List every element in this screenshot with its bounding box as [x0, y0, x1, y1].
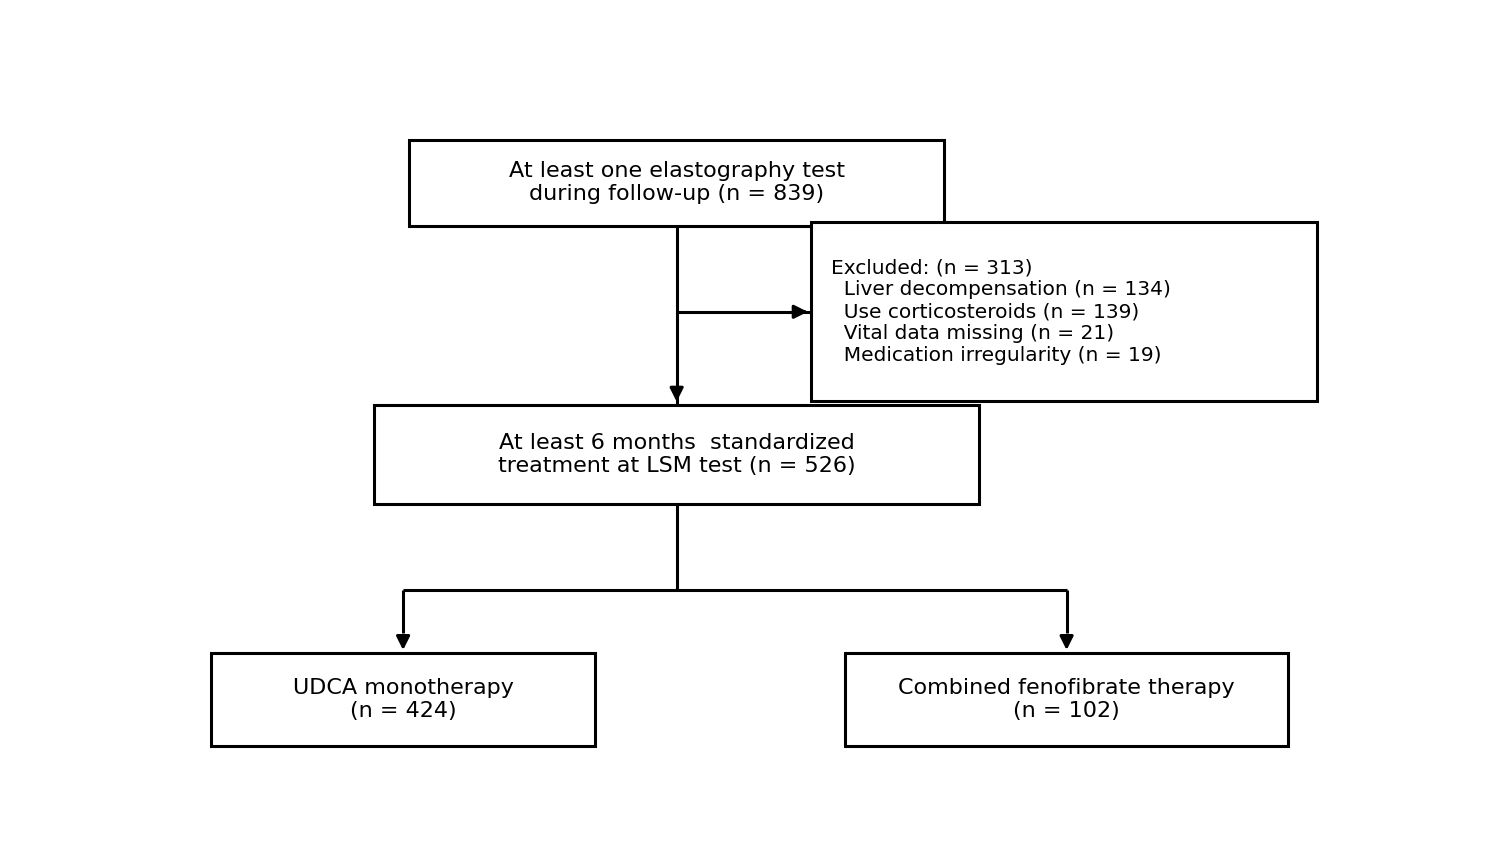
FancyBboxPatch shape	[374, 404, 979, 504]
FancyBboxPatch shape	[846, 653, 1287, 746]
FancyBboxPatch shape	[409, 139, 945, 225]
Text: At least one elastography test
during follow-up (n = 839): At least one elastography test during fo…	[509, 161, 844, 205]
Text: At least 6 months  standardized
treatment at LSM test (n = 526): At least 6 months standardized treatment…	[497, 433, 856, 476]
Text: Excluded: (n = 313)
  Liver decompensation (n = 134)
  Use corticosteroids (n = : Excluded: (n = 313) Liver decompensation…	[832, 258, 1172, 366]
FancyBboxPatch shape	[210, 653, 595, 746]
Text: Combined fenofibrate therapy
(n = 102): Combined fenofibrate therapy (n = 102)	[898, 678, 1235, 721]
Text: UDCA monotherapy
(n = 424): UDCA monotherapy (n = 424)	[293, 678, 514, 721]
FancyBboxPatch shape	[811, 223, 1317, 401]
